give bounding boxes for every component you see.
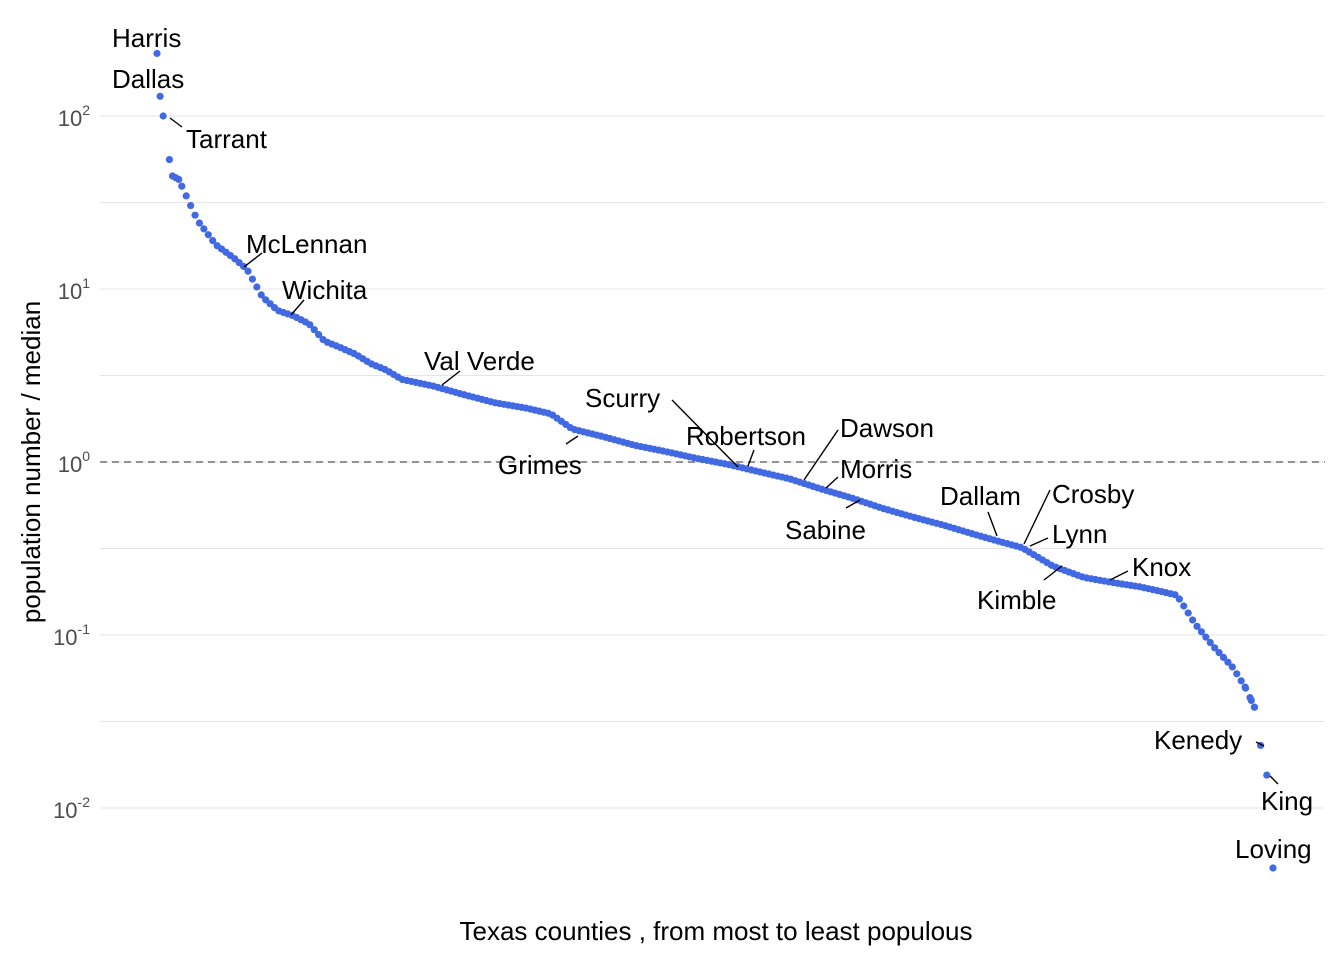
county-label-crosby: Crosby [1052,479,1134,509]
y-tick-label: 10-2 [53,794,90,823]
data-point [165,155,173,164]
data-point [1269,864,1277,872]
data-point [175,175,183,184]
y-tick-label: 100 [58,448,90,477]
county-label-sabine: Sabine [785,515,866,545]
label-leader-line [1023,489,1051,545]
label-leader-line [987,511,998,537]
label-leader-line [845,499,861,509]
county-label-tarrant: Tarrant [186,124,268,154]
y-tick-label: 101 [58,275,90,304]
county-label-scurry: Scurry [585,383,660,413]
data-point [1233,670,1241,678]
data-point [244,267,252,275]
data-points [153,49,1277,872]
label-leader-line [1269,775,1279,785]
label-leader-line [1043,565,1063,581]
county-label-kenedy: Kenedy [1154,725,1242,755]
data-point [204,231,212,239]
data-point [1237,677,1245,685]
data-point [1189,616,1197,624]
data-point [1193,622,1201,630]
data-point [315,331,323,339]
data-point [209,236,217,245]
county-label-loving: Loving [1235,834,1312,864]
county-label-king: King [1261,786,1313,816]
label-leader-line [169,117,183,128]
y-tick-label: 102 [58,102,90,131]
data-point [191,211,199,219]
label-leader-line [565,435,579,445]
data-point [1197,628,1206,636]
data-point [1171,591,1179,599]
label-leader-line [803,429,839,481]
data-point [178,182,186,190]
label-leader-line [825,476,839,489]
data-point [1211,644,1219,652]
data-point [1175,595,1183,603]
county-label-knox: Knox [1132,552,1191,582]
label-leader-line [671,399,739,468]
label-leader-line [747,449,755,467]
county-label-robertson: Robertson [686,421,806,451]
x-axis-title: Texas counties , from most to least popu… [459,916,972,946]
data-point [200,225,208,233]
data-point [1215,649,1223,657]
data-point [1224,658,1232,666]
data-point [195,219,204,227]
data-point [248,275,257,283]
y-axis-title: population number / median [16,301,46,623]
data-point [159,112,167,120]
data-point [257,291,265,299]
county-label-val-verde: Val Verde [424,346,535,376]
label-leader-line [1255,741,1265,747]
data-point [1206,638,1214,647]
data-point [310,326,318,334]
label-leader-line [441,370,461,386]
county-label-mclennan: McLennan [246,229,367,259]
label-leader-line [290,299,305,316]
data-point [156,92,164,100]
data-point [187,201,195,210]
data-point [1228,663,1236,671]
county-label-lynn: Lynn [1052,519,1107,549]
data-point [1180,602,1188,610]
label-leader-line [1109,570,1129,581]
y-tick-label: 10-1 [53,621,90,650]
data-point [1241,683,1249,691]
county-label-harris: Harris [112,23,181,53]
county-label-dallas: Dallas [112,64,184,94]
county-label-kimble: Kimble [977,585,1056,615]
county-label-dallam: Dallam [940,481,1021,511]
data-point [1250,703,1258,711]
county-label-dawson: Dawson [840,413,934,443]
county-label-wichita: Wichita [282,275,368,305]
data-point [306,321,314,329]
data-point [1247,696,1255,705]
county-label-morris: Morris [840,454,912,484]
y-axis-ticks: 102 101 100 10-1 10-2 [53,102,90,823]
data-point [1184,609,1192,617]
county-label-grimes: Grimes [498,450,582,480]
label-leader-line [1029,537,1049,547]
data-point [1202,633,1210,641]
data-point [1219,653,1228,661]
data-point [253,283,261,291]
data-point [239,262,248,271]
data-point [1263,771,1271,779]
data-point [153,49,161,58]
data-point [182,192,190,200]
label-leader-line [243,252,263,268]
